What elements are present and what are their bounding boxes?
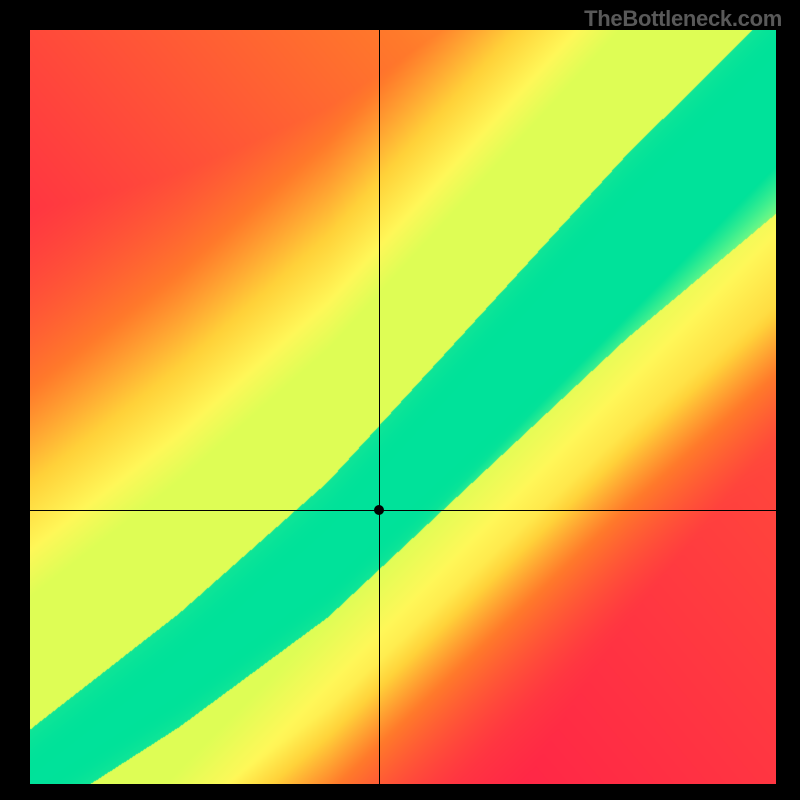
crosshair-horizontal <box>30 510 776 511</box>
heatmap-canvas <box>30 30 776 784</box>
crosshair-vertical <box>379 30 380 784</box>
heatmap-plot <box>30 30 776 784</box>
crosshair-marker <box>374 505 384 515</box>
chart-frame: TheBottleneck.com <box>0 0 800 800</box>
watermark-text: TheBottleneck.com <box>584 6 782 32</box>
